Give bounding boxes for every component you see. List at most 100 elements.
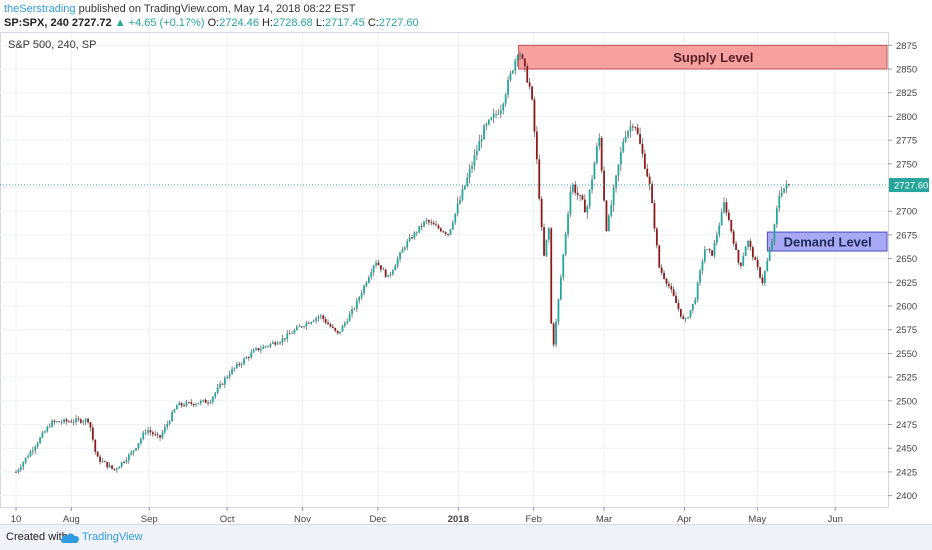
candle-body — [759, 267, 761, 278]
candle-body — [655, 228, 658, 246]
candle-body — [231, 368, 233, 374]
candle-body — [415, 232, 418, 234]
candle-body — [439, 228, 442, 232]
candle-body — [427, 220, 430, 223]
candle-body — [199, 400, 202, 404]
candle-body — [197, 403, 200, 405]
published-text: published on TradingView.com, May 14, 20… — [78, 3, 356, 15]
candle-body — [223, 378, 226, 385]
y-tick-label: 2700 — [896, 207, 917, 218]
candle-body — [214, 392, 217, 397]
candle-body — [766, 260, 769, 272]
candle-body — [723, 202, 725, 213]
candle-body — [550, 228, 553, 324]
supply-zone[interactable] — [518, 44, 888, 70]
y-tick-label: 2800 — [896, 112, 917, 123]
candle-body — [271, 342, 274, 344]
x-tick-label: Sep — [141, 514, 158, 524]
candle-body — [24, 457, 27, 463]
candle-body — [720, 212, 723, 226]
open-label: O: — [207, 17, 220, 29]
candle-body — [84, 418, 87, 422]
candle-body — [677, 302, 680, 309]
candle-body — [742, 256, 745, 266]
candle-body — [166, 423, 169, 428]
candle-body — [243, 358, 245, 364]
candle-body — [375, 262, 377, 266]
candle-body — [615, 175, 617, 188]
candle-body — [691, 303, 694, 311]
candle-body — [255, 348, 257, 350]
candle-body — [370, 272, 373, 278]
candle-body — [473, 155, 476, 166]
candle-body — [48, 426, 51, 428]
y-tick-label: 2500 — [896, 396, 917, 407]
price-chart[interactable]: Supply Level Demand Level 2400 2425 2450 247… — [0, 31, 932, 524]
candle-body — [19, 467, 22, 470]
candle-body — [130, 452, 133, 455]
candle-body — [235, 363, 238, 368]
candle-body — [535, 131, 538, 160]
candle-body — [34, 446, 37, 451]
candle-body — [567, 214, 569, 235]
x-tick-label: Mar — [596, 514, 612, 524]
candle-body — [43, 431, 46, 433]
candle-body — [269, 343, 272, 347]
candle-body — [475, 151, 478, 156]
candle-body — [627, 131, 629, 137]
candle-body — [778, 196, 781, 209]
x-tick-label: Jun — [828, 514, 843, 524]
x-tick-label: Oct — [220, 514, 235, 524]
y-tick-label: 2825 — [896, 88, 917, 99]
y-tick-label: 2625 — [896, 278, 917, 289]
candle-body — [497, 113, 500, 115]
candle-body — [499, 110, 502, 114]
close-label: C: — [367, 17, 379, 29]
candle-body — [519, 54, 521, 56]
candle-body — [293, 330, 296, 334]
candle-body — [543, 227, 545, 256]
low-label: L: — [315, 17, 326, 29]
candle-body — [329, 324, 332, 327]
candle-body — [379, 265, 382, 270]
candle-body — [682, 316, 685, 319]
candle-body — [521, 54, 524, 59]
candle-body — [89, 422, 92, 428]
demand-zone[interactable] — [766, 231, 888, 252]
candle-body — [58, 421, 61, 423]
candle-body — [730, 219, 733, 232]
candle-body — [99, 456, 101, 462]
candle-body — [665, 278, 668, 284]
candle-body — [401, 249, 404, 253]
candle-body — [773, 224, 776, 242]
candle-body — [579, 194, 581, 196]
last-price-tag — [889, 178, 929, 193]
candle-body — [411, 237, 413, 239]
candle-body — [509, 73, 512, 81]
candle-body — [432, 222, 435, 225]
candle-body — [622, 141, 625, 152]
candle-body — [171, 412, 173, 422]
candle-body — [735, 243, 737, 250]
candle-body — [586, 206, 589, 213]
candle-body — [111, 465, 113, 469]
candle-body — [115, 468, 118, 470]
author-link[interactable]: theSerstrading — [4, 3, 76, 15]
y-tick-label: 2850 — [896, 65, 917, 76]
candle-body — [358, 297, 361, 301]
y-tick-label: 2450 — [896, 444, 917, 455]
candle-body — [391, 270, 394, 275]
candle-body — [351, 309, 353, 315]
candle-body — [459, 199, 461, 204]
candle-body — [336, 330, 339, 334]
candle-body — [312, 320, 315, 322]
tradingview-link[interactable]: TradingView — [82, 531, 143, 543]
candle-body — [634, 127, 637, 129]
candle-body — [202, 399, 205, 401]
y-tick-label: 2675 — [896, 230, 917, 241]
candle-body — [387, 275, 389, 277]
candle-body — [113, 468, 116, 470]
candle-body — [629, 126, 632, 132]
x-tick-label: Feb — [526, 514, 542, 524]
candle-body — [238, 363, 241, 365]
